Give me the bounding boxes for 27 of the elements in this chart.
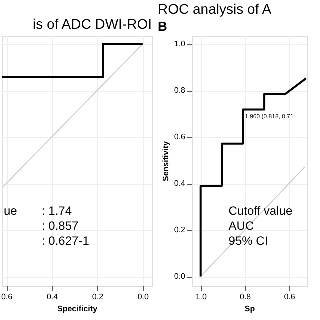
x-axis-title: Specificity	[57, 304, 98, 314]
y-tick-label: 0.2	[174, 226, 186, 235]
x-axis-title: Sp	[244, 304, 256, 314]
y-tick-label: 1.0	[174, 40, 186, 49]
annotation: AUC	[228, 219, 254, 233]
annotation: : 1.74	[42, 204, 72, 218]
text: B	[158, 19, 168, 34]
line-series	[200, 78, 307, 278]
x-tick-label: 0.2	[92, 292, 104, 302]
chart-title: ROC analysis of A	[158, 1, 272, 17]
x-tick-label: 0.6	[284, 292, 296, 302]
annotation: : 0.857	[42, 219, 80, 233]
y-tick-label: 0.6	[174, 132, 186, 142]
annotation: Cutoff value	[228, 204, 293, 218]
x-tick-label: 1.0	[196, 292, 208, 302]
y-tick-label: 0.8	[174, 86, 186, 96]
chart-title: is of ADC DWI-ROI	[32, 16, 152, 32]
annotation: ue	[4, 204, 18, 218]
y-tick-label: 0.4	[174, 179, 186, 188]
annotation: : 0.627-1	[42, 234, 90, 248]
x-tick-label: 0.6	[1, 292, 14, 302]
x-tick-label: 0.0	[138, 292, 150, 302]
x-tick-label: 0.8	[240, 292, 252, 302]
y-axis-title: Sensitivity	[161, 140, 170, 182]
x-tick-label: 0.4	[46, 292, 59, 302]
y-tick-label: 0.0	[174, 272, 186, 282]
annotation: 95% CI	[228, 234, 268, 248]
